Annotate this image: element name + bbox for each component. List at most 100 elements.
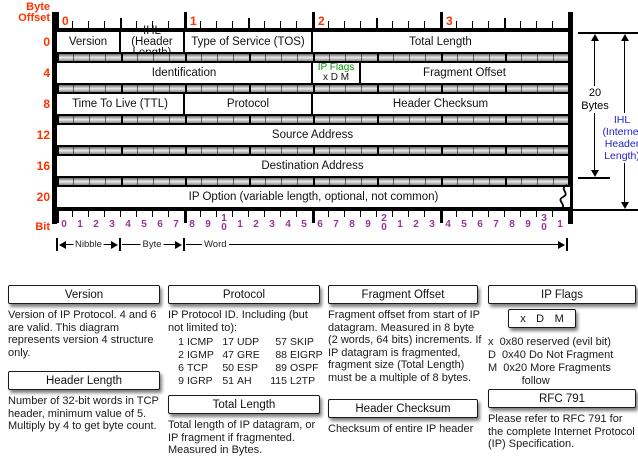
bit-number: 3	[429, 219, 435, 230]
bit-number: 4	[285, 219, 291, 230]
bit-number: 7	[173, 219, 179, 230]
note-title-header-length: Header Length	[8, 371, 160, 390]
protocol-table-cell: 2	[178, 349, 184, 361]
protocol-table-cell: 50	[222, 362, 234, 374]
note-title-total-length: Total Length	[168, 395, 320, 414]
row-spacer	[57, 54, 568, 61]
bit-number: 2	[253, 219, 259, 230]
protocol-table-cell: 47	[222, 349, 234, 361]
field-ttl: Time To Live (TTL)	[57, 94, 185, 114]
xdm-flags-box: x D M	[508, 309, 576, 328]
top-ruler-line	[52, 28, 573, 30]
field-ihl: IHL (Header Length)	[121, 25, 185, 58]
bit-number: 9	[525, 219, 531, 230]
protocol-id-table: 1 ICMP 17 UDP 57 SKIP 2 IGMP 47 GRE 88 EIGRP 6 TCP 50 E…	[174, 336, 324, 387]
row-offset: 20	[36, 190, 50, 204]
ihl-label: IHL (Internet Header Length)	[598, 113, 638, 163]
protocol-table-cell: IGMP	[187, 349, 214, 361]
bytes-20-label: 20 Bytes	[576, 86, 614, 113]
bit-ruler-byte-ticks	[56, 211, 569, 223]
row-spacer	[57, 85, 568, 92]
note-title-fragment-offset: Fragment Offset	[328, 285, 478, 304]
header-row-4: Identification IP Flags x D M Fragment O…	[55, 61, 570, 85]
note-title-ip-flags: IP Flags	[488, 285, 636, 304]
note-title-protocol: Protocol	[168, 285, 320, 304]
row-offset: 16	[36, 159, 50, 173]
bit-number: 4	[445, 219, 451, 230]
field-destination-address: Destination Address	[261, 159, 364, 172]
byte-ruler-number: 1	[190, 14, 197, 28]
protocol-table-cell: GRE	[237, 349, 260, 361]
measure-20byte-end-line	[578, 177, 610, 179]
bit-number: 3	[269, 219, 275, 230]
note-protocol-text: IP Protocol ID. Including (but not limit…	[168, 309, 308, 334]
row-spacer	[57, 147, 568, 154]
bit-number: 2	[93, 219, 99, 230]
header-row-16: Destination Address	[55, 154, 570, 178]
field-protocol: Protocol	[185, 94, 313, 114]
protocol-table-cell: SKIP	[290, 336, 314, 348]
bit-ruler-line	[52, 209, 573, 211]
byte-ruler-number: 2	[318, 14, 325, 28]
bit-number: 4	[125, 219, 131, 230]
protocol-table-cell: 89	[275, 362, 287, 374]
top-ruler-byte-ticks	[56, 12, 569, 28]
bit-number: 5	[141, 219, 147, 230]
field-version: Version	[57, 32, 121, 52]
protocol-table-cell: 6	[178, 362, 184, 374]
right-border-bar	[568, 12, 573, 224]
note-title-rfc791: RFC 791	[488, 389, 636, 408]
note-rfc791-text: Please refer to RFC 791 for the complete…	[488, 413, 635, 450]
scale-bar	[56, 238, 58, 251]
bit-number: 5	[461, 219, 467, 230]
scale-bar	[119, 238, 121, 251]
bit-number: 8	[349, 219, 355, 230]
byte-ruler-number: 3	[446, 14, 453, 28]
measure-ihl-end-line	[572, 209, 638, 211]
protocol-table-cell: UDP	[237, 336, 260, 348]
bit-number: 1	[77, 219, 83, 230]
row-offset: 4	[43, 66, 50, 80]
bit-label: Bit	[35, 221, 50, 233]
note-fragment-offset-text: Fragment offset from start of IP datagra…	[328, 309, 482, 384]
bit-number: 3	[109, 219, 115, 230]
flag-x: x	[520, 312, 526, 325]
scale-bar	[183, 238, 185, 251]
bit-number: 8	[189, 219, 195, 230]
bit-number: 9	[205, 219, 211, 230]
field-source-address: Source Address	[271, 128, 354, 141]
protocol-table-cell: ESP	[237, 362, 259, 374]
protocol-table-cell: OSPF	[290, 362, 319, 374]
protocol-table-cell: 1	[178, 336, 184, 348]
arrow-right-icon	[111, 240, 118, 249]
word-scale: Word	[186, 238, 565, 251]
row-spacer	[57, 116, 568, 123]
header-row-8: Time To Live (TTL) Protocol Header Check…	[55, 92, 570, 116]
byte-ruler-number: 0	[62, 14, 69, 28]
protocol-table-cell: 57	[275, 336, 287, 348]
arrow-up-icon	[620, 34, 629, 41]
arrow-up-icon	[590, 34, 599, 41]
field-identification: Identification	[57, 63, 313, 83]
protocol-table-cell: ICMP	[187, 336, 214, 348]
protocol-table-cell: L2TP	[290, 375, 316, 387]
note-title-header-checksum: Header Checksum	[328, 399, 478, 418]
protocol-table-cell: IGRP	[187, 375, 213, 387]
protocol-table-cell: 115	[270, 375, 287, 387]
field-ip-option: IP Option (variable length, optional, no…	[188, 190, 439, 203]
flag-d: D	[536, 312, 545, 325]
bit-number: 6	[317, 219, 323, 230]
measure-top-line	[578, 32, 638, 34]
bit-number: 7	[493, 219, 499, 230]
nibble-scale: Nibble	[59, 238, 118, 251]
arrow-left-icon	[59, 240, 66, 249]
note-header-length-text: Number of 32-bit words in TCP header, mi…	[8, 395, 159, 432]
header-row-12: Source Address	[55, 123, 570, 147]
arrow-down-icon	[590, 170, 599, 177]
protocol-table-cell: 51	[222, 375, 234, 387]
protocol-table-cell: 88	[275, 349, 287, 361]
field-ip-flags: IP Flags x D M	[313, 62, 361, 83]
flag-bits: x D M	[322, 72, 350, 83]
